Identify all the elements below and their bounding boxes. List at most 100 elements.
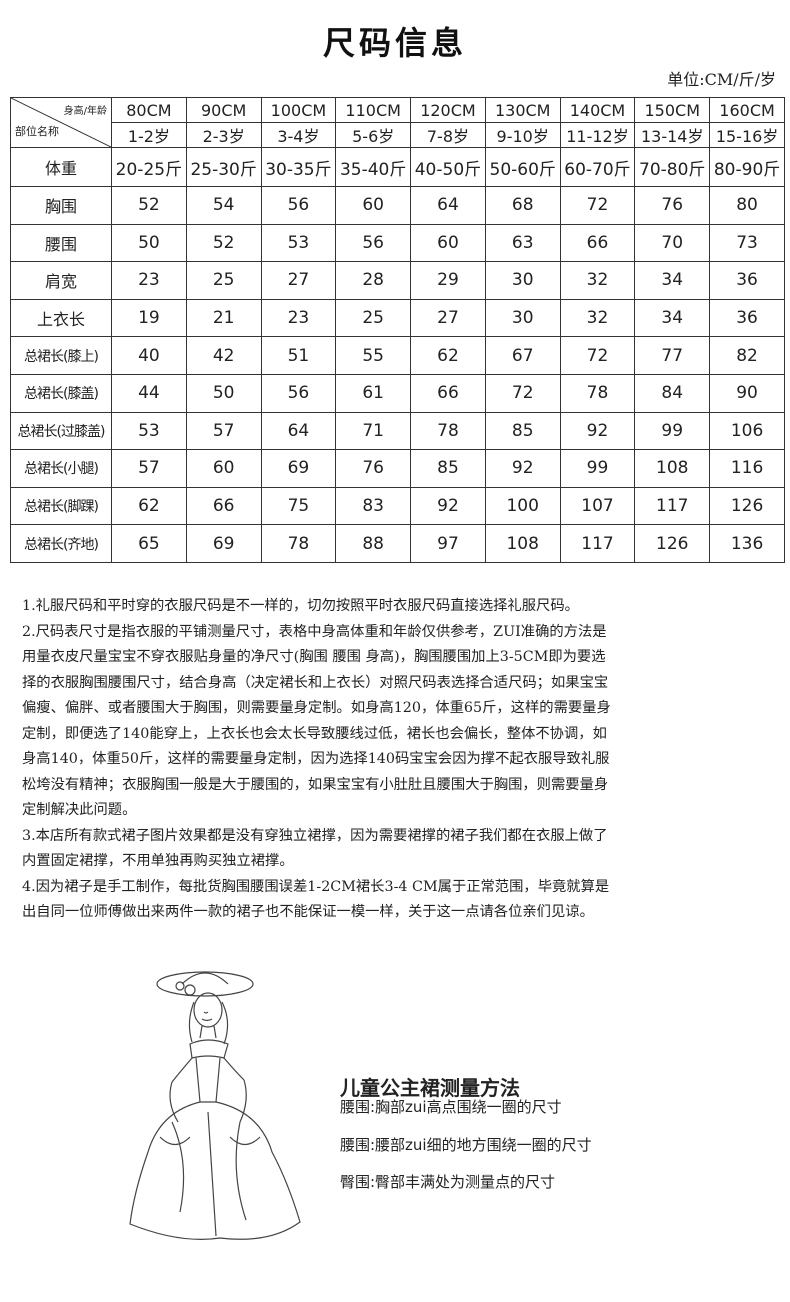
size-cell: 126 [634, 524, 711, 563]
size-cell: 116 [709, 449, 785, 488]
size-cell: 50 [111, 223, 187, 263]
size-cell: 50 [185, 373, 262, 413]
size-cell: 80 [709, 186, 785, 225]
row-label: 上衣长 [10, 298, 112, 338]
size-cell: 71 [335, 411, 412, 451]
size-cell: 34 [634, 298, 711, 338]
size-cell: 72 [559, 336, 636, 375]
note-line: 用量衣皮尺量宝宝不穿衣服贴身量的净尺寸(胸围 腰围 身高)，胸围腰围加上3-5C… [22, 649, 606, 665]
size-cell: 92 [559, 411, 636, 451]
weight-label: 体重 [10, 147, 112, 187]
age-header: 13-14岁 [634, 122, 711, 148]
size-cell: 34 [634, 261, 711, 300]
size-cell: 27 [410, 298, 486, 338]
note-line: 定制解决此问题。 [22, 802, 137, 818]
row-label: 肩宽 [10, 261, 112, 300]
size-cell: 68 [484, 186, 561, 225]
size-cell: 84 [634, 373, 711, 413]
size-cell: 69 [260, 449, 337, 488]
size-cell: 106 [709, 411, 785, 451]
note-line: 2.尺码表尺寸是指衣服的平铺测量尺寸，表格中身高体重和年龄仅供参考，ZUI准确的… [22, 623, 607, 640]
size-cell: 56 [260, 373, 337, 413]
measure-line-chest: 腰围:胸部zui高点围绕一圈的尺寸 [340, 1098, 562, 1116]
size-cell: 70 [634, 223, 711, 263]
size-cell: 72 [484, 373, 561, 413]
size-cell: 53 [260, 223, 337, 263]
age-header: 7-8岁 [410, 122, 486, 148]
size-cell: 85 [484, 411, 561, 451]
size-cell: 61 [335, 373, 412, 413]
size-cell: 64 [260, 411, 337, 451]
weight-cell: 40-50斤 [410, 147, 486, 187]
note-line: 内置固定裙撑，不用单独再购买独立裙撑。 [22, 853, 294, 869]
corner-bottom-label: 部位名称 [15, 125, 59, 138]
size-cell: 76 [634, 186, 711, 225]
size-cell: 92 [484, 449, 561, 488]
size-cell: 32 [559, 261, 636, 300]
size-cell: 99 [559, 449, 636, 488]
size-cell: 30 [484, 261, 561, 300]
note-line: 出自同一位师傅做出来两件一款的裙子也不能保证一模一样，关于这一点请各位亲们见谅。 [22, 904, 594, 920]
size-cell: 77 [634, 336, 711, 375]
note-line: 3.本店所有款式裙子图片效果都是没有穿独立裙撑，因为需要裙撑的裙子我们都在衣服上… [22, 827, 608, 844]
weight-cell: 30-35斤 [260, 147, 337, 187]
note-line: 松垮没有精神；衣服胸围一般是大于腰围的，如果宝宝有小肚肚且腰围大于胸围，则需要量… [22, 776, 609, 793]
table-row: 胸围 52 54 56 60 64 68 72 76 80 [10, 186, 785, 225]
size-cell: 82 [709, 336, 785, 375]
age-header: 3-4岁 [260, 122, 337, 148]
row-label: 总裙长(过膝盖) [10, 411, 112, 451]
height-header: 80CM [111, 97, 187, 123]
size-cell: 36 [709, 261, 785, 300]
note-line: 择的衣服胸围腰围尺寸，结合身高（决定裙长和上衣长）对照尺码表选择合适尺码；如果宝… [22, 674, 609, 691]
row-label: 腰围 [10, 223, 112, 263]
size-cell: 40 [111, 336, 187, 375]
size-cell: 21 [185, 298, 262, 338]
size-cell: 64 [410, 186, 486, 225]
row-label: 总裙长(膝盖) [10, 373, 112, 413]
size-cell: 29 [410, 261, 486, 300]
height-header: 140CM [559, 97, 636, 123]
size-cell: 67 [484, 336, 561, 375]
size-cell: 92 [410, 486, 486, 526]
size-cell: 57 [185, 411, 262, 451]
size-cell: 88 [335, 524, 412, 563]
row-label: 总裙长(小腿) [10, 449, 112, 488]
weight-cell: 60-70斤 [559, 147, 636, 187]
size-cell: 52 [185, 223, 262, 263]
size-cell: 76 [335, 449, 412, 488]
corner-top-label: 身高/年龄 [63, 106, 107, 117]
row-label: 总裙长(齐地) [10, 524, 112, 563]
age-header: 2-3岁 [185, 122, 262, 148]
size-cell: 117 [634, 486, 711, 526]
age-header: 15-16岁 [709, 122, 785, 148]
age-header: 9-10岁 [484, 122, 561, 148]
size-cell: 78 [559, 373, 636, 413]
size-cell: 73 [709, 223, 785, 263]
size-cell: 42 [185, 336, 262, 375]
size-cell: 60 [410, 223, 486, 263]
size-cell: 136 [709, 524, 785, 563]
size-cell: 97 [410, 524, 486, 563]
age-header: 11-12岁 [559, 122, 636, 148]
age-header: 5-6岁 [335, 122, 412, 148]
weight-cell: 50-60斤 [484, 147, 561, 187]
size-cell: 19 [111, 298, 187, 338]
table-row: 腰围 50 52 53 56 60 63 66 70 73 [10, 223, 785, 263]
size-cell: 85 [410, 449, 486, 488]
size-cell: 72 [559, 186, 636, 225]
table-row: 总裙长(小腿) 57 60 69 76 85 92 99 108 116 [10, 449, 785, 488]
size-cell: 108 [634, 449, 711, 488]
size-cell: 83 [335, 486, 412, 526]
height-header: 90CM [185, 97, 262, 123]
size-cell: 117 [559, 524, 636, 563]
corner-cell: 身高/年龄 部位名称 [10, 97, 112, 148]
size-cell: 62 [410, 336, 486, 375]
table-row: 总裙长(脚踝) 62 66 75 83 92 100 107 117 126 [10, 486, 785, 526]
note-line: 偏瘦、偏胖、或者腰围大于胸围，则需要量身定制。如身高120，体重65斤，这样的需… [22, 700, 611, 716]
size-cell: 56 [335, 223, 412, 263]
size-cell: 56 [260, 186, 337, 225]
size-cell: 100 [484, 486, 561, 526]
size-cell: 63 [484, 223, 561, 263]
size-cell: 69 [185, 524, 262, 563]
page-title: 尺码信息 [322, 24, 467, 62]
